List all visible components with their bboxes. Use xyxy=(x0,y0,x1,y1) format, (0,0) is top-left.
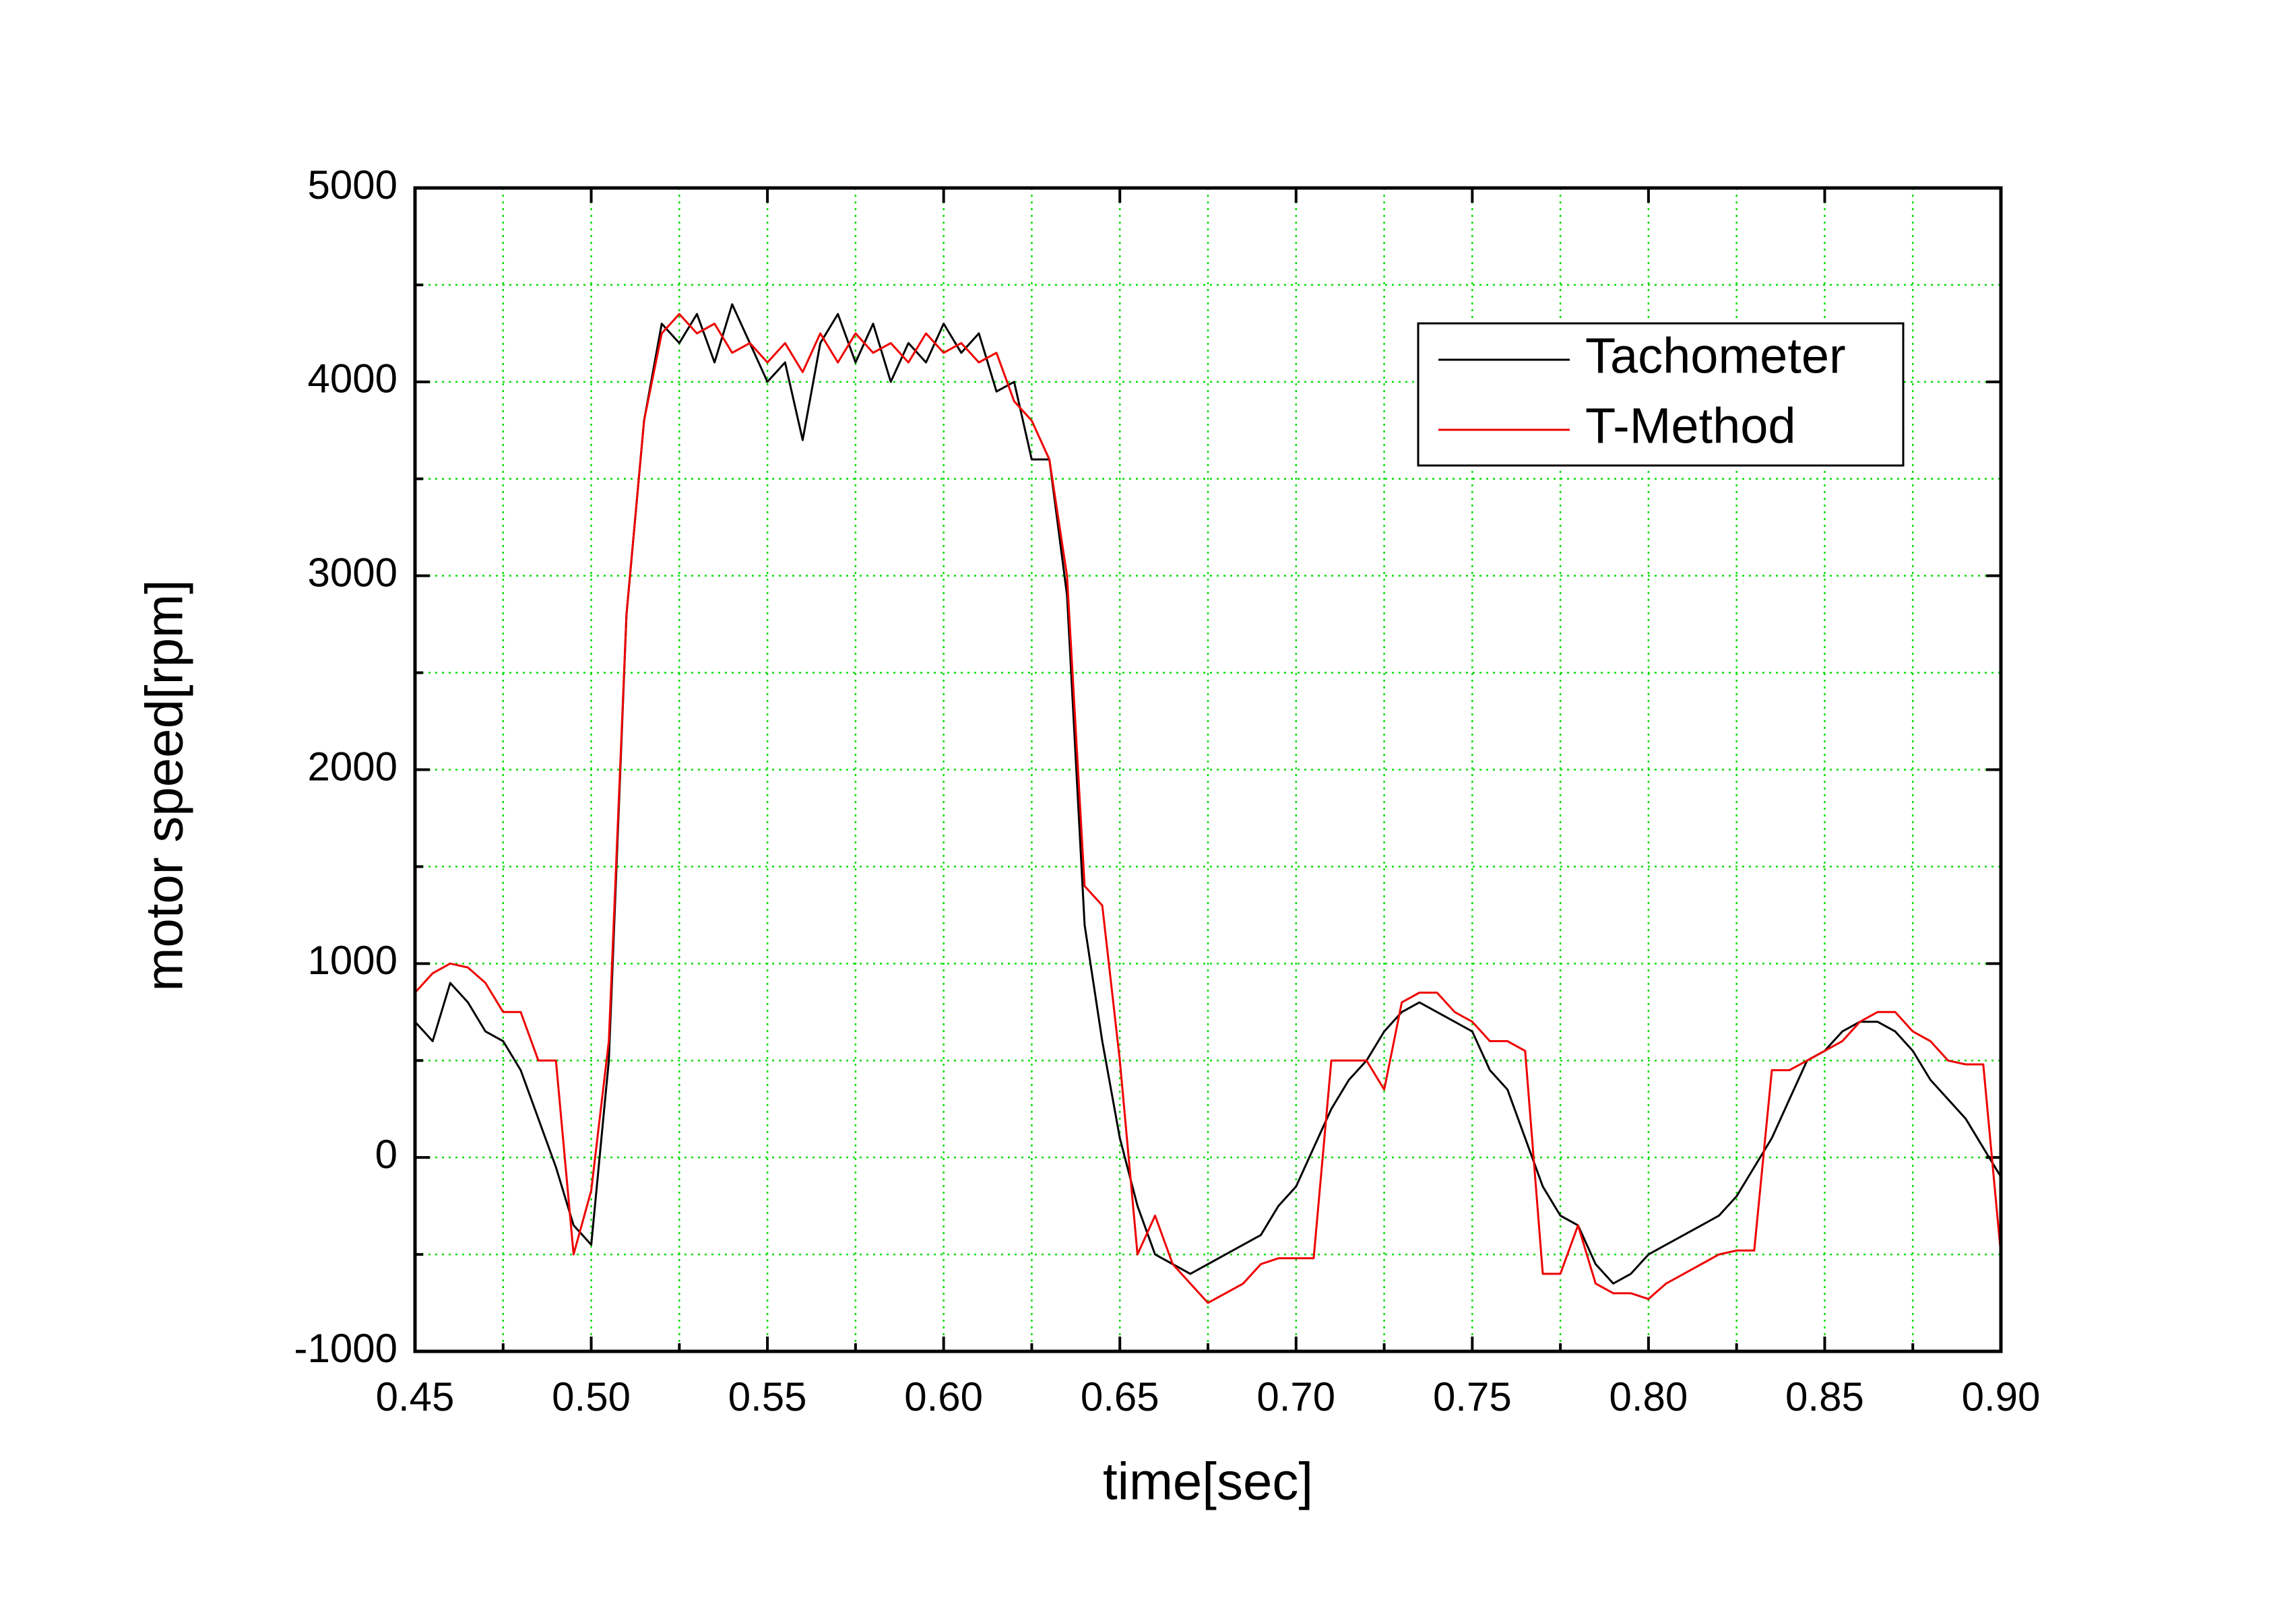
y-tick-label: 2000 xyxy=(308,744,397,789)
x-tick-label: 0.50 xyxy=(552,1374,631,1419)
plot-frame xyxy=(413,186,2003,1353)
y-axis-label: motor speed[rpm] xyxy=(135,579,194,991)
x-tick-label: 0.80 xyxy=(1609,1374,1688,1419)
y-tick-label: 1000 xyxy=(308,938,397,983)
x-tick-label: 0.70 xyxy=(1256,1374,1335,1419)
legend-label: Tachometer xyxy=(1585,328,1846,384)
x-tick-label: 0.85 xyxy=(1785,1374,1864,1419)
x-axis-label: time[sec] xyxy=(1103,1452,1313,1511)
x-tick-label: 0.60 xyxy=(904,1374,983,1419)
series-line xyxy=(414,303,2002,1285)
y-tick-label: -1000 xyxy=(294,1326,397,1371)
y-tick-label: 3000 xyxy=(308,550,397,596)
legend-label: T-Method xyxy=(1585,398,1796,454)
y-tick-label: 5000 xyxy=(308,162,397,207)
y-tick-label: 0 xyxy=(375,1132,397,1177)
x-tick-label: 0.65 xyxy=(1081,1374,1159,1419)
x-tick-label: 0.45 xyxy=(376,1374,455,1419)
series-line xyxy=(414,313,2002,1304)
x-tick-label: 0.75 xyxy=(1433,1374,1512,1419)
x-tick-label: 0.55 xyxy=(728,1374,807,1419)
legend-box xyxy=(1417,322,1905,467)
x-tick-label: 0.90 xyxy=(1962,1374,2041,1419)
y-tick-label: 4000 xyxy=(308,356,397,402)
